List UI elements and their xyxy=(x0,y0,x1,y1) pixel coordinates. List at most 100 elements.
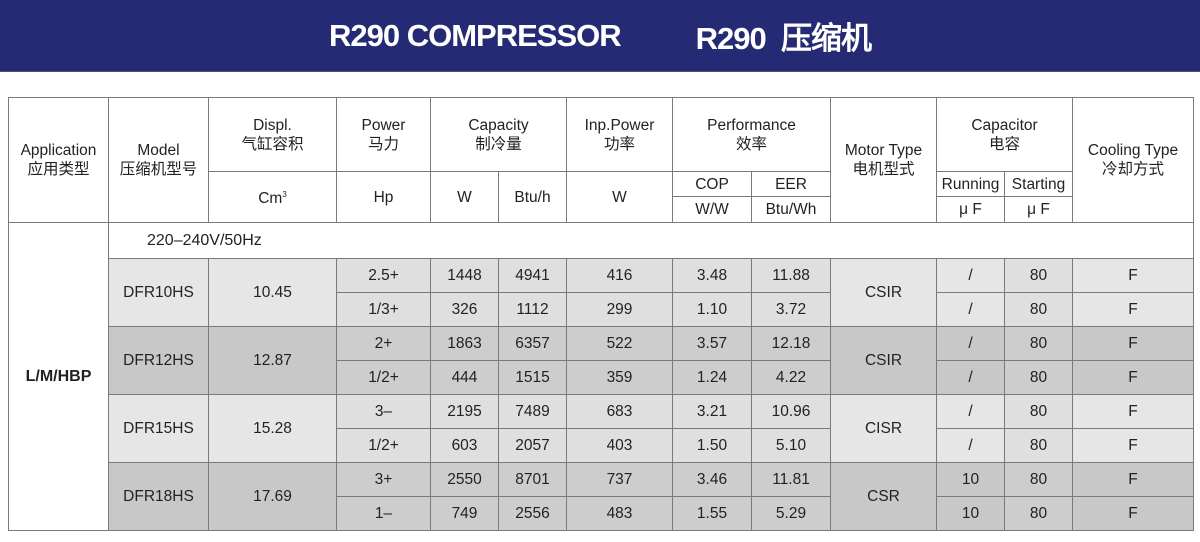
starting-capacitor-cell: 80 xyxy=(1004,428,1074,463)
power-cell: 1/2+ xyxy=(336,428,431,463)
power-cell: 2.5+ xyxy=(336,258,431,293)
title-chinese: R290 压缩机 xyxy=(695,21,872,56)
displ-cell: 17.69 xyxy=(208,462,337,531)
starting-capacitor-cell: 80 xyxy=(1004,462,1074,497)
running-capacitor-cell: / xyxy=(936,258,1006,293)
table-row: DFR15HS 15.28 3– 2195 7489 683 3.21 10.96 CISR/8… xyxy=(9,394,1195,463)
cop-cell: 1.55 xyxy=(672,496,752,531)
running-capacitor-cell: 10 xyxy=(936,496,1006,531)
header-starting: Starting xyxy=(1004,171,1074,197)
running-capacitor-cell: / xyxy=(936,360,1006,395)
displ-cell: 12.87 xyxy=(208,326,337,395)
cooling-type-cell: F xyxy=(1072,462,1195,497)
motor-type-cell: CISR xyxy=(830,394,938,463)
w-cell: 1448 xyxy=(430,258,499,293)
power-cell: 1/3+ xyxy=(336,292,431,327)
cop-cell: 1.24 xyxy=(672,360,752,395)
cop-cell: 3.57 xyxy=(672,326,752,361)
eer-cell: 5.29 xyxy=(750,496,832,531)
btu-cell: 1112 xyxy=(498,292,567,327)
application-cell: L/M/HBP xyxy=(8,222,109,531)
w-cell: 2195 xyxy=(430,394,499,429)
starting-capacitor-cell: 80 xyxy=(1004,496,1074,531)
motor-type-cell: CSIR xyxy=(830,326,938,395)
cooling-type-cell: F xyxy=(1072,258,1195,293)
w-cell: 603 xyxy=(430,428,499,463)
btu-cell: 8701 xyxy=(498,462,567,497)
w-cell: 444 xyxy=(430,360,499,395)
running-capacitor-cell: 10 xyxy=(936,462,1006,497)
displ-cell: 10.45 xyxy=(208,258,337,327)
unit-power: Hp xyxy=(336,171,431,223)
starting-capacitor-cell: 80 xyxy=(1004,394,1074,429)
header-cooling-type: Cooling Type 冷却方式 xyxy=(1072,97,1195,223)
running-capacitor-cell: / xyxy=(936,292,1006,327)
eer-cell: 4.22 xyxy=(750,360,832,395)
eer-cell: 5.10 xyxy=(750,428,832,463)
unit-eer: Btu/Wh xyxy=(750,196,832,223)
running-capacitor-cell: / xyxy=(936,394,1006,429)
unit-starting: μ F xyxy=(1004,196,1074,223)
btu-cell: 2556 xyxy=(498,496,567,531)
cooling-type-cell: F xyxy=(1072,326,1195,361)
model-cell: DFR12HS xyxy=(108,326,209,395)
displ-cell: 15.28 xyxy=(208,394,337,463)
inp-cell: 522 xyxy=(566,326,673,361)
header-displ: Displ. 气缸容积 xyxy=(208,97,337,172)
cooling-type-cell: F xyxy=(1072,394,1195,429)
power-cell: 3– xyxy=(336,394,431,429)
table-row: DFR10HS 10.45 2.5+ 1448 4941 416 3.48 11.88 CSIR… xyxy=(9,258,1195,327)
btu-cell: 7489 xyxy=(498,394,567,429)
inp-cell: 416 xyxy=(566,258,673,293)
voltage-row: 220–240V/50Hz xyxy=(107,222,1195,259)
inp-cell: 483 xyxy=(566,496,673,531)
cop-cell: 3.48 xyxy=(672,258,752,293)
table-row: DFR12HS 12.87 2+ 1863 6357 522 3.57 12.18 CSIR/8… xyxy=(9,326,1195,395)
title-banner: R290 COMPRESSOR R290 压缩机 xyxy=(0,0,1200,72)
unit-inp-power: W xyxy=(566,171,673,223)
btu-cell: 6357 xyxy=(498,326,567,361)
unit-displ: Cm3 xyxy=(208,171,337,223)
model-cell: DFR10HS xyxy=(108,258,209,327)
cooling-type-cell: F xyxy=(1072,428,1195,463)
header-motor-type: Motor Type 电机型式 xyxy=(830,97,938,223)
header-power: Power 马力 xyxy=(336,97,431,172)
inp-cell: 359 xyxy=(566,360,673,395)
starting-capacitor-cell: 80 xyxy=(1004,258,1074,293)
table-row: 1/2+ 444 1515 359 1.24 4.22 /80 F xyxy=(9,360,1195,395)
header-performance: Performance 效率 xyxy=(671,97,832,172)
starting-capacitor-cell: 80 xyxy=(1004,360,1074,395)
unit-capacity-btu: Btu/h xyxy=(498,171,567,223)
eer-cell: 11.88 xyxy=(750,258,832,293)
cop-cell: 1.50 xyxy=(672,428,752,463)
cooling-type-cell: F xyxy=(1072,292,1195,327)
inp-cell: 403 xyxy=(566,428,673,463)
w-cell: 2550 xyxy=(430,462,499,497)
cop-cell: 1.10 xyxy=(672,292,752,327)
header-capacity: Capacity 制冷量 xyxy=(430,97,567,172)
starting-capacitor-cell: 80 xyxy=(1004,326,1074,361)
power-cell: 3+ xyxy=(336,462,431,497)
header-eer: EER xyxy=(750,171,832,197)
table-row: DFR18HS 17.69 3+ 2550 8701 737 3.46 11.81 CSR 10 8… xyxy=(9,462,1195,531)
btu-cell: 1515 xyxy=(498,360,567,395)
unit-cop: W/W xyxy=(672,196,752,223)
running-capacitor-cell: / xyxy=(936,326,1006,361)
model-cell: DFR18HS xyxy=(108,462,209,531)
motor-type-cell: CSIR xyxy=(830,258,938,327)
inp-cell: 683 xyxy=(566,394,673,429)
eer-cell: 3.72 xyxy=(750,292,832,327)
eer-cell: 11.81 xyxy=(750,462,832,497)
cooling-type-cell: F xyxy=(1072,360,1195,395)
unit-running: μ F xyxy=(936,196,1006,223)
w-cell: 326 xyxy=(430,292,499,327)
model-cell: DFR15HS xyxy=(108,394,209,463)
running-capacitor-cell: / xyxy=(936,428,1006,463)
table-row: 1– 749 2556 483 1.55 5.29 10 80 F xyxy=(9,496,1195,531)
power-cell: 2+ xyxy=(336,326,431,361)
power-cell: 1/2+ xyxy=(336,360,431,395)
cooling-type-cell: F xyxy=(1072,496,1195,531)
header-model: Model 压缩机型号 xyxy=(108,97,209,223)
starting-capacitor-cell: 80 xyxy=(1004,292,1074,327)
inp-cell: 299 xyxy=(566,292,673,327)
